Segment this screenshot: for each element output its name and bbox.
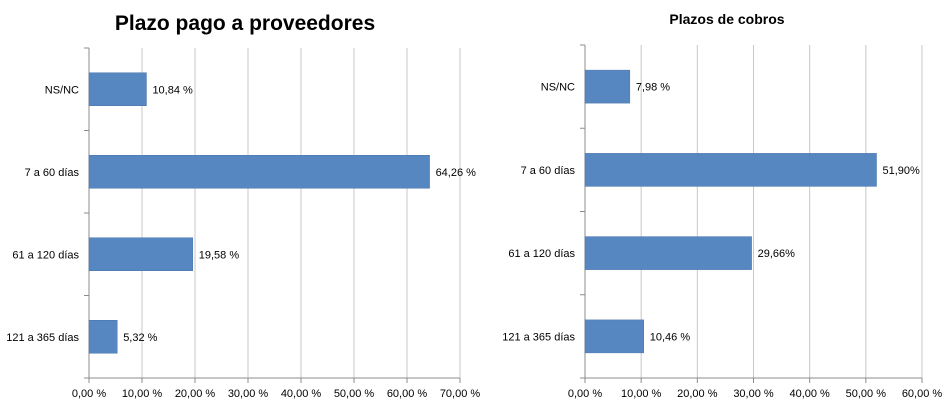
category-label: 121 a 365 días [6, 332, 79, 344]
data-label: 19,58 % [199, 249, 240, 261]
category-label: 121 a 365 días [502, 331, 575, 343]
x-tick-label: 30,00 % [228, 388, 269, 400]
data-label: 51,90% [883, 165, 921, 177]
category-label: 61 a 120 días [12, 249, 79, 261]
x-tick-label: 0,00 % [72, 388, 106, 400]
bar [584, 236, 752, 270]
x-tick-label: 40,00 % [789, 388, 830, 400]
data-label: 5,32 % [123, 332, 157, 344]
data-label: 10,84 % [152, 84, 193, 96]
bar [584, 153, 877, 187]
bar [88, 237, 194, 271]
x-tick-label: 70,00 % [440, 388, 481, 400]
data-label: 7,98 % [636, 82, 670, 94]
category-label: 7 a 60 días [521, 165, 576, 177]
chart-plazos-de-cobros: Plazos de cobros 0,00 % 10,00 % 20,00 % 30,0… [502, 11, 942, 400]
x-tick-label: 50,00 % [334, 388, 375, 400]
x-tick-label: 10,00 % [122, 388, 163, 400]
bar [88, 155, 430, 189]
category-label: NS/NC [541, 82, 575, 94]
x-tick-label: 40,00 % [281, 388, 322, 400]
x-tick-label: 30,00 % [733, 388, 774, 400]
bar [88, 320, 118, 354]
bar [584, 69, 631, 104]
category-label: NS/NC [45, 84, 79, 96]
bar [584, 319, 645, 354]
x-tick-label: 60,00 % [902, 388, 943, 400]
chart-plazo-pago-proveedores: Plazo pago a proveedores 0,00 % 10,00 % 20,… [6, 12, 480, 400]
chart-title: Plazo pago a proveedores [115, 12, 375, 35]
x-tick-label: 20,00 % [175, 388, 216, 400]
x-tick-label: 60,00 % [387, 388, 428, 400]
x-tick-label: 10,00 % [621, 388, 662, 400]
x-tick-label: 50,00 % [846, 388, 887, 400]
data-label: 29,66% [758, 248, 796, 260]
chart-title: Plazos de cobros [669, 11, 784, 27]
data-label: 10,46 % [650, 331, 691, 343]
category-label: 61 a 120 días [508, 248, 575, 260]
bar [88, 72, 147, 106]
x-tick-label: 20,00 % [677, 388, 718, 400]
category-label: 7 a 60 días [25, 167, 80, 179]
data-label: 64,26 % [436, 167, 477, 179]
x-tick-label: 0,00 % [568, 388, 602, 400]
